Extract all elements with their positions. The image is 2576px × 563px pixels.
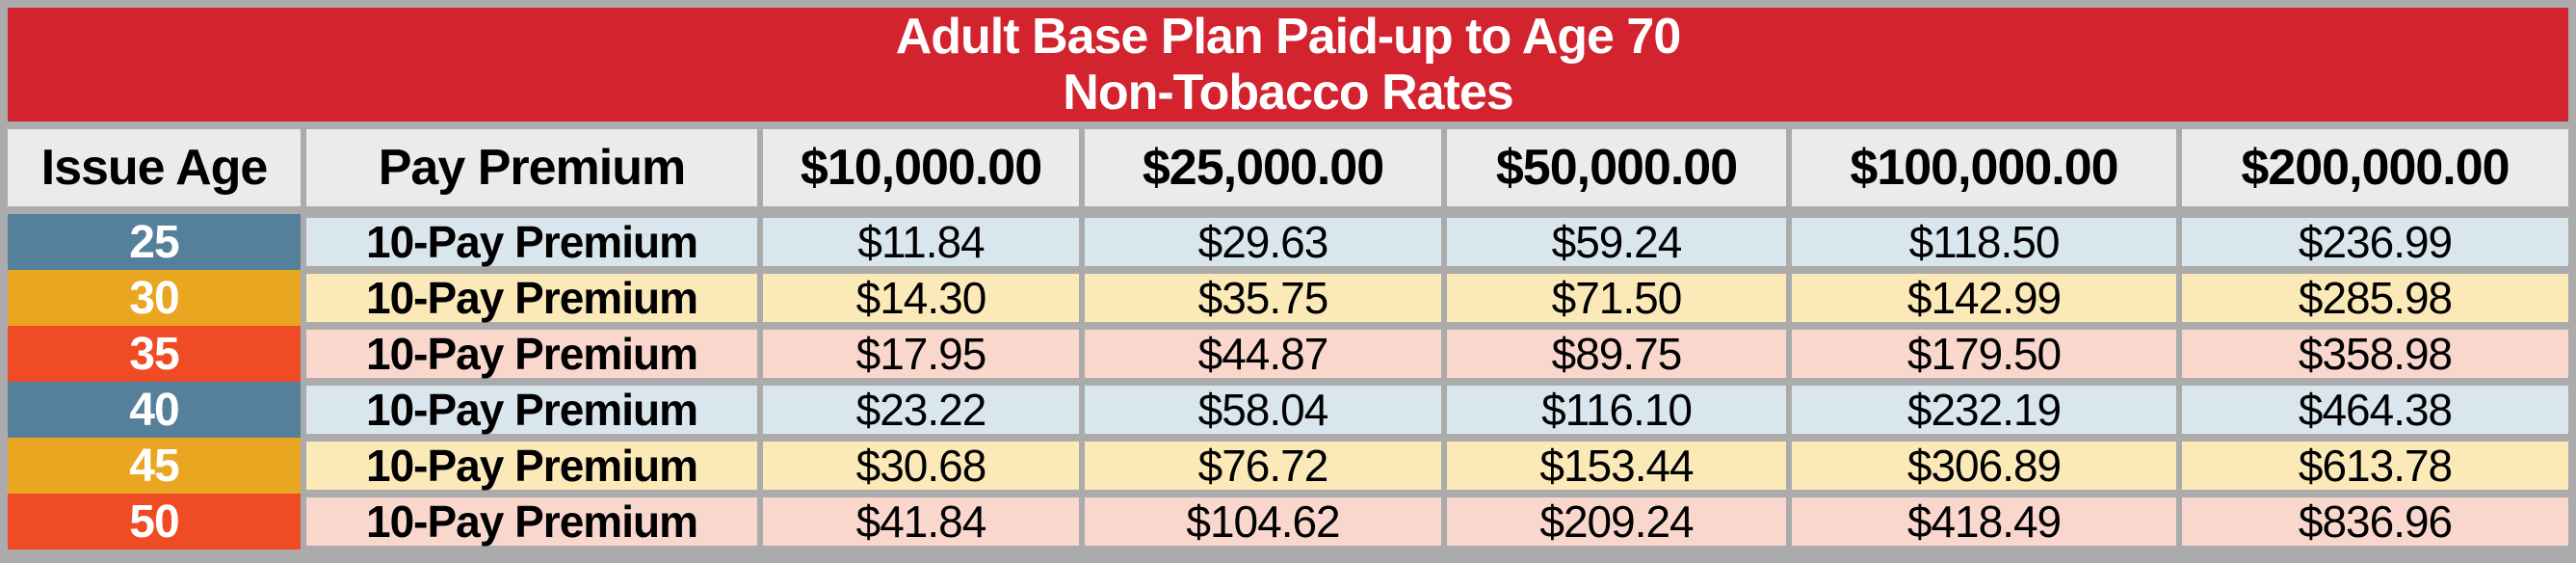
table-row: 50 10-Pay Premium $41.84 $104.62 $209.24… bbox=[8, 494, 2568, 550]
rows-container: 25 10-Pay Premium $11.84 $29.63 $59.24 $… bbox=[8, 214, 2568, 550]
table-row: 30 10-Pay Premium $14.30 $35.75 $71.50 $… bbox=[8, 270, 2568, 326]
rate-cell-100000: $232.19 bbox=[1792, 385, 2176, 435]
pay-premium-cell: 10-Pay Premium bbox=[306, 441, 757, 491]
rate-cell-25000: $35.75 bbox=[1085, 273, 1441, 323]
rate-cell-100000: $418.49 bbox=[1792, 496, 2176, 547]
rate-cell-10000: $23.22 bbox=[763, 385, 1079, 435]
header-cell-0: Issue Age bbox=[8, 129, 301, 206]
issue-age-cell: 45 bbox=[8, 438, 301, 494]
header-cell-6: $200,000.00 bbox=[2182, 129, 2568, 206]
rate-cell-100000: $306.89 bbox=[1792, 441, 2176, 491]
rate-cell-10000: $11.84 bbox=[763, 217, 1079, 267]
rate-cell-25000: $104.62 bbox=[1085, 496, 1441, 547]
issue-age-cell: 50 bbox=[8, 494, 301, 550]
table-row: 25 10-Pay Premium $11.84 $29.63 $59.24 $… bbox=[8, 214, 2568, 270]
rate-cell-50000: $71.50 bbox=[1447, 273, 1786, 323]
rate-cell-25000: $29.63 bbox=[1085, 217, 1441, 267]
table-title-banner: Adult Base Plan Paid-up to Age 70 Non-To… bbox=[8, 8, 2568, 121]
rate-cell-200000: $836.96 bbox=[2182, 496, 2568, 547]
header-row: Issue Age Pay Premium $10,000.00 $25,000.00… bbox=[8, 129, 2568, 206]
rate-cell-25000: $44.87 bbox=[1085, 329, 1441, 379]
rate-cell-10000: $17.95 bbox=[763, 329, 1079, 379]
title-line-2: Non-Tobacco Rates bbox=[1063, 65, 1513, 121]
table-row: 45 10-Pay Premium $30.68 $76.72 $153.44 … bbox=[8, 438, 2568, 494]
rate-cell-10000: $41.84 bbox=[763, 496, 1079, 547]
issue-age-cell: 40 bbox=[8, 382, 301, 438]
rate-cell-200000: $464.38 bbox=[2182, 385, 2568, 435]
header-cell-1: Pay Premium bbox=[306, 129, 757, 206]
issue-age-cell: 30 bbox=[8, 270, 301, 326]
header-cell-5: $100,000.00 bbox=[1792, 129, 2176, 206]
pay-premium-cell: 10-Pay Premium bbox=[306, 273, 757, 323]
rate-cell-200000: $236.99 bbox=[2182, 217, 2568, 267]
header-cell-2: $10,000.00 bbox=[763, 129, 1079, 206]
rate-cell-100000: $118.50 bbox=[1792, 217, 2176, 267]
rate-cell-25000: $76.72 bbox=[1085, 441, 1441, 491]
title-line-1: Adult Base Plan Paid-up to Age 70 bbox=[895, 8, 1682, 65]
rate-cell-200000: $358.98 bbox=[2182, 329, 2568, 379]
rate-cell-50000: $209.24 bbox=[1447, 496, 1786, 547]
rate-cell-10000: $14.30 bbox=[763, 273, 1079, 323]
table-row: 35 10-Pay Premium $17.95 $44.87 $89.75 $… bbox=[8, 326, 2568, 382]
header-cell-4: $50,000.00 bbox=[1447, 129, 1786, 206]
pay-premium-cell: 10-Pay Premium bbox=[306, 217, 757, 267]
rate-cell-25000: $58.04 bbox=[1085, 385, 1441, 435]
rate-cell-50000: $59.24 bbox=[1447, 217, 1786, 267]
pay-premium-cell: 10-Pay Premium bbox=[306, 329, 757, 379]
rate-cell-200000: $613.78 bbox=[2182, 441, 2568, 491]
header-cell-3: $25,000.00 bbox=[1085, 129, 1441, 206]
table-row: 40 10-Pay Premium $23.22 $58.04 $116.10 … bbox=[8, 382, 2568, 438]
issue-age-cell: 35 bbox=[8, 326, 301, 382]
rate-cell-50000: $116.10 bbox=[1447, 385, 1786, 435]
rate-cell-100000: $142.99 bbox=[1792, 273, 2176, 323]
pay-premium-cell: 10-Pay Premium bbox=[306, 385, 757, 435]
rate-cell-200000: $285.98 bbox=[2182, 273, 2568, 323]
pay-premium-cell: 10-Pay Premium bbox=[306, 496, 757, 547]
rate-cell-50000: $89.75 bbox=[1447, 329, 1786, 379]
issue-age-cell: 25 bbox=[8, 214, 301, 270]
rate-cell-50000: $153.44 bbox=[1447, 441, 1786, 491]
rate-cell-100000: $179.50 bbox=[1792, 329, 2176, 379]
rate-cell-10000: $30.68 bbox=[763, 441, 1079, 491]
